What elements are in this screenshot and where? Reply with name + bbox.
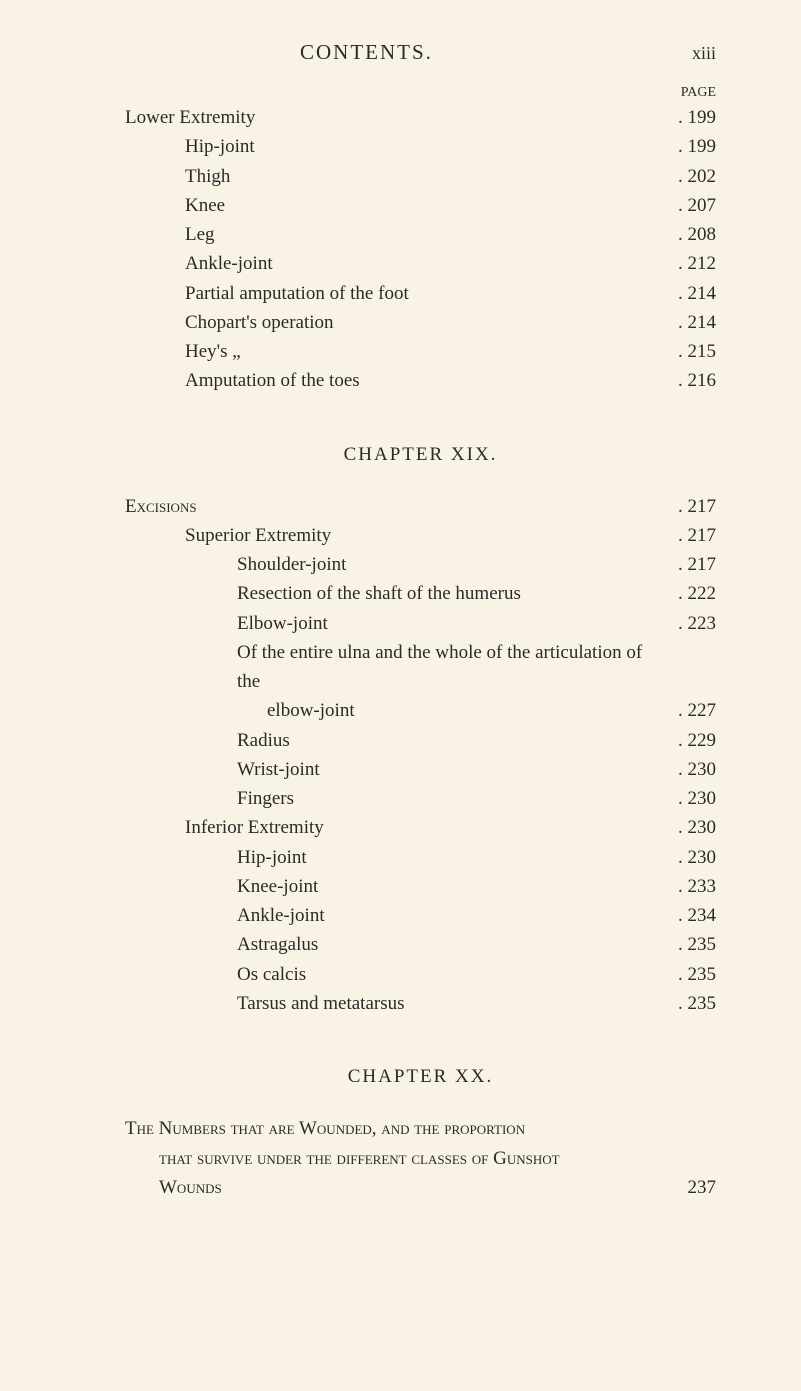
toc-entry-label: Of the entire ulna and the whole of the … (125, 638, 656, 697)
toc-line: Excisions. 217 (125, 492, 716, 521)
toc-entry-label: Chopart's operation (125, 308, 656, 337)
toc-line: Hip-joint. 230 (125, 843, 716, 872)
toc-line: Leg. 208 (125, 220, 716, 249)
header-row: CONTENTS. xiii (125, 40, 716, 65)
toc-line: Os calcis. 235 (125, 960, 716, 989)
toc-entry-label: Excisions (125, 492, 656, 521)
toc-entry-label: Shoulder-joint (125, 550, 656, 579)
toc-entry-page: . 217 (656, 492, 716, 521)
toc-entry-label: Amputation of the toes (125, 366, 656, 395)
toc-section-chapter-19: Excisions. 217Superior Extremity. 217Sho… (125, 492, 716, 1019)
toc-entry-label: Hip-joint (125, 843, 656, 872)
page-column-label: PAGE (125, 85, 716, 101)
chapter-20-line-3: Wounds (159, 1173, 222, 1203)
chapter-20-page: 237 (656, 1173, 716, 1203)
toc-entry-label: Tarsus and metatarsus (125, 989, 656, 1018)
toc-line: elbow-joint. 227 (125, 696, 716, 725)
toc-entry-page: . 222 (656, 579, 716, 608)
toc-entry-label: Knee-joint (125, 872, 656, 901)
contents-title: CONTENTS. (300, 40, 433, 65)
toc-entry-page: . 234 (656, 901, 716, 930)
toc-entry-page: . 230 (656, 755, 716, 784)
toc-line: Wrist-joint. 230 (125, 755, 716, 784)
toc-entry-page: . 207 (656, 191, 716, 220)
toc-line: Hip-joint. 199 (125, 132, 716, 161)
toc-entry-label: Astragalus (125, 930, 656, 959)
chapter-20-paragraph: The Numbers that are Wounded, and the pr… (125, 1114, 716, 1203)
toc-entry-page: . 230 (656, 843, 716, 872)
toc-line: Radius. 229 (125, 726, 716, 755)
toc-entry-label: Hey's „ (125, 337, 656, 366)
toc-entry-page: . 214 (656, 279, 716, 308)
toc-line: Fingers. 230 (125, 784, 716, 813)
toc-entry-label: elbow-joint (125, 696, 656, 725)
toc-entry-label: Thigh (125, 162, 656, 191)
toc-line: Knee. 207 (125, 191, 716, 220)
toc-entry-page: . 216 (656, 366, 716, 395)
toc-line: Shoulder-joint. 217 (125, 550, 716, 579)
toc-entry-page: . 235 (656, 989, 716, 1018)
toc-entry-page: . 233 (656, 872, 716, 901)
toc-entry-page: . 199 (656, 103, 716, 132)
toc-line: Ankle-joint. 234 (125, 901, 716, 930)
toc-line: Resection of the shaft of the humerus. 2… (125, 579, 716, 608)
toc-entry-label: Resection of the shaft of the humerus (125, 579, 656, 608)
toc-line: Inferior Extremity. 230 (125, 813, 716, 842)
toc-entry-label: Partial amputation of the foot (125, 279, 656, 308)
toc-line: Amputation of the toes. 216 (125, 366, 716, 395)
toc-line: Astragalus. 235 (125, 930, 716, 959)
toc-line: Hey's „. 215 (125, 337, 716, 366)
toc-entry-page: . 199 (656, 132, 716, 161)
toc-entry-page: . 235 (656, 930, 716, 959)
toc-entry-page: . 208 (656, 220, 716, 249)
chapter-20-line-2: that survive under the different classes… (125, 1144, 716, 1174)
toc-entry-label: Fingers (125, 784, 656, 813)
toc-entry-page: . 217 (656, 550, 716, 579)
toc-entry-label: Knee (125, 191, 656, 220)
toc-entry-label: Superior Extremity (125, 521, 656, 550)
toc-entry-page: . 202 (656, 162, 716, 191)
toc-entry-label: Ankle-joint (125, 249, 656, 278)
toc-entry-page: . 230 (656, 784, 716, 813)
toc-entry-page: . 227 (656, 696, 716, 725)
toc-line: Thigh. 202 (125, 162, 716, 191)
toc-line: Elbow-joint. 223 (125, 609, 716, 638)
toc-line: Knee-joint. 233 (125, 872, 716, 901)
chapter-19-heading: CHAPTER XIX. (125, 444, 716, 466)
toc-line: Ankle-joint. 212 (125, 249, 716, 278)
toc-entry-label: Elbow-joint (125, 609, 656, 638)
toc-entry-label: Lower Extremity (125, 103, 656, 132)
chapter-20-heading: CHAPTER XX. (125, 1066, 716, 1088)
toc-entry-label: Wrist-joint (125, 755, 656, 784)
toc-line: Tarsus and metatarsus. 235 (125, 989, 716, 1018)
toc-line: Superior Extremity. 217 (125, 521, 716, 550)
toc-entry-page: . 223 (656, 609, 716, 638)
toc-entry-page: . 229 (656, 726, 716, 755)
toc-entry-label: Hip-joint (125, 132, 656, 161)
toc-line: Lower Extremity. 199 (125, 103, 716, 132)
chapter-20-line-1: The Numbers that are Wounded, and the pr… (125, 1114, 716, 1144)
toc-line: Partial amputation of the foot. 214 (125, 279, 716, 308)
toc-entry-page: . 212 (656, 249, 716, 278)
page-number-roman: xiii (692, 43, 716, 64)
toc-entry-label: Radius (125, 726, 656, 755)
toc-line: Of the entire ulna and the whole of the … (125, 638, 716, 697)
toc-entry-label: Os calcis (125, 960, 656, 989)
toc-section-lower-extremity: Lower Extremity. 199Hip-joint. 199Thigh.… (125, 103, 716, 396)
toc-entry-label: Inferior Extremity (125, 813, 656, 842)
toc-entry-page: . 230 (656, 813, 716, 842)
toc-entry-page: . 217 (656, 521, 716, 550)
toc-entry-page: . 235 (656, 960, 716, 989)
toc-entry-page: . 214 (656, 308, 716, 337)
toc-entry-label: Ankle-joint (125, 901, 656, 930)
toc-entry-label: Leg (125, 220, 656, 249)
toc-line: Chopart's operation. 214 (125, 308, 716, 337)
toc-entry-page: . 215 (656, 337, 716, 366)
